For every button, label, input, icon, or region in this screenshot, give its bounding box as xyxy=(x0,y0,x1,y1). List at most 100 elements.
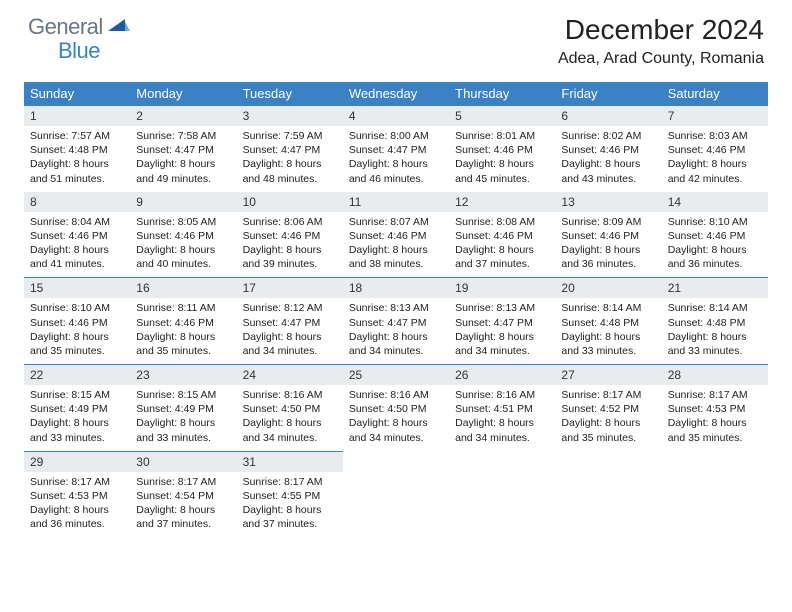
day-number: 14 xyxy=(662,192,768,212)
calendar-week-row: 22Sunrise: 8:15 AMSunset: 4:49 PMDayligh… xyxy=(24,364,768,451)
calendar-week-row: 1Sunrise: 7:57 AMSunset: 4:48 PMDaylight… xyxy=(24,105,768,192)
calendar-day-cell: 29Sunrise: 8:17 AMSunset: 4:53 PMDayligh… xyxy=(24,451,130,538)
day-number: 15 xyxy=(24,277,130,298)
calendar-day-cell: 22Sunrise: 8:15 AMSunset: 4:49 PMDayligh… xyxy=(24,364,130,451)
day-number: 3 xyxy=(237,105,343,126)
day-number: 4 xyxy=(343,105,449,126)
calendar-day-cell: 16Sunrise: 8:11 AMSunset: 4:46 PMDayligh… xyxy=(130,277,236,364)
calendar-day-cell: 12Sunrise: 8:08 AMSunset: 4:46 PMDayligh… xyxy=(449,192,555,278)
calendar-day-cell: 13Sunrise: 8:09 AMSunset: 4:46 PMDayligh… xyxy=(555,192,661,278)
day-number: 7 xyxy=(662,105,768,126)
month-year-title: December 2024 xyxy=(558,14,764,46)
title-block: December 2024 Adea, Arad County, Romania xyxy=(558,14,764,68)
calendar-day-cell: 31Sunrise: 8:17 AMSunset: 4:55 PMDayligh… xyxy=(237,451,343,538)
day-details: Sunrise: 8:10 AMSunset: 4:46 PMDaylight:… xyxy=(662,212,768,278)
day-number: 20 xyxy=(555,277,661,298)
location-label: Adea, Arad County, Romania xyxy=(558,50,764,68)
calendar-day-cell: 5Sunrise: 8:01 AMSunset: 4:46 PMDaylight… xyxy=(449,105,555,192)
day-details: Sunrise: 8:01 AMSunset: 4:46 PMDaylight:… xyxy=(449,126,555,192)
logo: General Blue xyxy=(28,14,130,40)
day-details: Sunrise: 8:05 AMSunset: 4:46 PMDaylight:… xyxy=(130,212,236,278)
logo-triangle-icon xyxy=(108,17,130,40)
day-number: 21 xyxy=(662,277,768,298)
day-details: Sunrise: 8:16 AMSunset: 4:50 PMDaylight:… xyxy=(237,385,343,451)
calendar-day-cell: 27Sunrise: 8:17 AMSunset: 4:52 PMDayligh… xyxy=(555,364,661,451)
day-details: Sunrise: 8:08 AMSunset: 4:46 PMDaylight:… xyxy=(449,212,555,278)
calendar-day-cell: 17Sunrise: 8:12 AMSunset: 4:47 PMDayligh… xyxy=(237,277,343,364)
calendar-day-cell xyxy=(662,451,768,538)
calendar-day-cell: 8Sunrise: 8:04 AMSunset: 4:46 PMDaylight… xyxy=(24,192,130,278)
day-details: Sunrise: 8:09 AMSunset: 4:46 PMDaylight:… xyxy=(555,212,661,278)
day-details: Sunrise: 8:03 AMSunset: 4:46 PMDaylight:… xyxy=(662,126,768,192)
day-header: Wednesday xyxy=(343,82,449,105)
day-number: 18 xyxy=(343,277,449,298)
day-number: 19 xyxy=(449,277,555,298)
day-details: Sunrise: 8:00 AMSunset: 4:47 PMDaylight:… xyxy=(343,126,449,192)
calendar-day-cell: 18Sunrise: 8:13 AMSunset: 4:47 PMDayligh… xyxy=(343,277,449,364)
day-header-row: Sunday Monday Tuesday Wednesday Thursday… xyxy=(24,82,768,105)
day-details: Sunrise: 8:04 AMSunset: 4:46 PMDaylight:… xyxy=(24,212,130,278)
day-number: 16 xyxy=(130,277,236,298)
calendar-day-cell: 23Sunrise: 8:15 AMSunset: 4:49 PMDayligh… xyxy=(130,364,236,451)
calendar-day-cell: 28Sunrise: 8:17 AMSunset: 4:53 PMDayligh… xyxy=(662,364,768,451)
day-number: 23 xyxy=(130,364,236,385)
day-header: Sunday xyxy=(24,82,130,105)
day-details: Sunrise: 8:11 AMSunset: 4:46 PMDaylight:… xyxy=(130,298,236,364)
day-number: 13 xyxy=(555,192,661,212)
day-details: Sunrise: 8:17 AMSunset: 4:54 PMDaylight:… xyxy=(130,472,236,538)
day-number: 12 xyxy=(449,192,555,212)
calendar-day-cell: 15Sunrise: 8:10 AMSunset: 4:46 PMDayligh… xyxy=(24,277,130,364)
day-details: Sunrise: 7:59 AMSunset: 4:47 PMDaylight:… xyxy=(237,126,343,192)
calendar-day-cell: 6Sunrise: 8:02 AMSunset: 4:46 PMDaylight… xyxy=(555,105,661,192)
calendar-day-cell xyxy=(343,451,449,538)
day-number: 26 xyxy=(449,364,555,385)
calendar-day-cell: 4Sunrise: 8:00 AMSunset: 4:47 PMDaylight… xyxy=(343,105,449,192)
calendar-day-cell: 9Sunrise: 8:05 AMSunset: 4:46 PMDaylight… xyxy=(130,192,236,278)
day-number: 17 xyxy=(237,277,343,298)
calendar-day-cell: 7Sunrise: 8:03 AMSunset: 4:46 PMDaylight… xyxy=(662,105,768,192)
calendar-week-row: 15Sunrise: 8:10 AMSunset: 4:46 PMDayligh… xyxy=(24,277,768,364)
day-details: Sunrise: 8:17 AMSunset: 4:53 PMDaylight:… xyxy=(662,385,768,451)
day-details: Sunrise: 8:12 AMSunset: 4:47 PMDaylight:… xyxy=(237,298,343,364)
calendar-day-cell: 11Sunrise: 8:07 AMSunset: 4:46 PMDayligh… xyxy=(343,192,449,278)
day-header: Friday xyxy=(555,82,661,105)
day-number: 6 xyxy=(555,105,661,126)
day-number: 5 xyxy=(449,105,555,126)
day-details: Sunrise: 8:06 AMSunset: 4:46 PMDaylight:… xyxy=(237,212,343,278)
day-details: Sunrise: 7:58 AMSunset: 4:47 PMDaylight:… xyxy=(130,126,236,192)
day-details: Sunrise: 8:17 AMSunset: 4:55 PMDaylight:… xyxy=(237,472,343,538)
calendar-day-cell: 21Sunrise: 8:14 AMSunset: 4:48 PMDayligh… xyxy=(662,277,768,364)
logo-text-general: General xyxy=(28,14,103,40)
calendar-day-cell: 20Sunrise: 8:14 AMSunset: 4:48 PMDayligh… xyxy=(555,277,661,364)
day-header: Tuesday xyxy=(237,82,343,105)
calendar-week-row: 29Sunrise: 8:17 AMSunset: 4:53 PMDayligh… xyxy=(24,451,768,538)
day-number: 11 xyxy=(343,192,449,212)
calendar-day-cell xyxy=(555,451,661,538)
calendar-day-cell: 1Sunrise: 7:57 AMSunset: 4:48 PMDaylight… xyxy=(24,105,130,192)
day-number: 22 xyxy=(24,364,130,385)
page-header: General Blue December 2024 Adea, Arad Co… xyxy=(0,0,792,74)
calendar-day-cell: 3Sunrise: 7:59 AMSunset: 4:47 PMDaylight… xyxy=(237,105,343,192)
day-details: Sunrise: 8:10 AMSunset: 4:46 PMDaylight:… xyxy=(24,298,130,364)
day-details: Sunrise: 8:16 AMSunset: 4:50 PMDaylight:… xyxy=(343,385,449,451)
calendar-day-cell: 24Sunrise: 8:16 AMSunset: 4:50 PMDayligh… xyxy=(237,364,343,451)
logo-text-blue: Blue xyxy=(58,38,100,64)
calendar-day-cell: 25Sunrise: 8:16 AMSunset: 4:50 PMDayligh… xyxy=(343,364,449,451)
day-number: 27 xyxy=(555,364,661,385)
day-details: Sunrise: 8:02 AMSunset: 4:46 PMDaylight:… xyxy=(555,126,661,192)
calendar-day-cell: 10Sunrise: 8:06 AMSunset: 4:46 PMDayligh… xyxy=(237,192,343,278)
calendar-table: Sunday Monday Tuesday Wednesday Thursday… xyxy=(24,82,768,537)
day-details: Sunrise: 8:13 AMSunset: 4:47 PMDaylight:… xyxy=(343,298,449,364)
day-number: 10 xyxy=(237,192,343,212)
calendar-day-cell: 26Sunrise: 8:16 AMSunset: 4:51 PMDayligh… xyxy=(449,364,555,451)
day-header: Saturday xyxy=(662,82,768,105)
day-details: Sunrise: 8:17 AMSunset: 4:53 PMDaylight:… xyxy=(24,472,130,538)
day-details: Sunrise: 8:13 AMSunset: 4:47 PMDaylight:… xyxy=(449,298,555,364)
day-number: 24 xyxy=(237,364,343,385)
day-details: Sunrise: 8:14 AMSunset: 4:48 PMDaylight:… xyxy=(662,298,768,364)
day-details: Sunrise: 7:57 AMSunset: 4:48 PMDaylight:… xyxy=(24,126,130,192)
day-number: 9 xyxy=(130,192,236,212)
day-number: 1 xyxy=(24,105,130,126)
calendar-week-row: 8Sunrise: 8:04 AMSunset: 4:46 PMDaylight… xyxy=(24,192,768,278)
day-details: Sunrise: 8:15 AMSunset: 4:49 PMDaylight:… xyxy=(24,385,130,451)
